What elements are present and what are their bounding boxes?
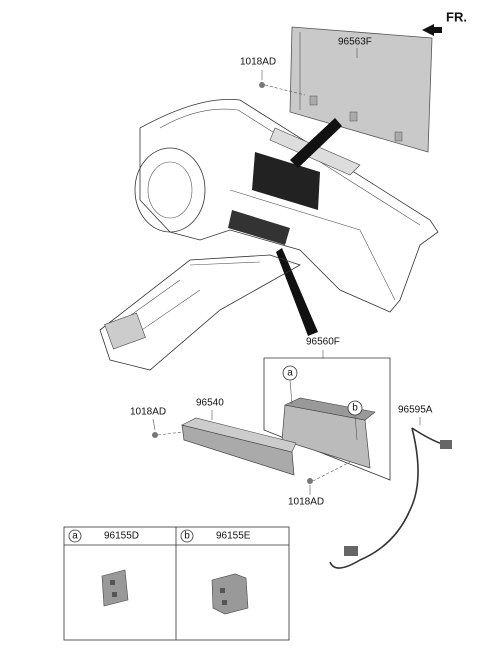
part-label: 96540 [196, 398, 224, 409]
leader-line [152, 418, 156, 431]
panel-bracket [309, 95, 318, 106]
display-panel [289, 26, 433, 153]
assembly-box [263, 357, 391, 481]
pointer-arrow [290, 118, 342, 168]
steering-wheel [134, 147, 206, 233]
panel-bracket [394, 131, 403, 142]
part-label: 1018AD [130, 407, 166, 418]
table-part: 96155E [216, 531, 251, 542]
panel-bracket [349, 111, 358, 122]
pointer-arrow [276, 248, 318, 336]
part-label: 96595A [398, 405, 433, 416]
part-label: 1018AD [288, 497, 324, 508]
part-label: 96563F [338, 37, 372, 48]
bracket-hole [222, 600, 227, 605]
front-arrow [422, 24, 442, 36]
direction-label: FR. [446, 9, 467, 24]
callout-label: a [287, 368, 293, 379]
leader-line [354, 414, 358, 441]
bracket-a [101, 569, 129, 607]
callout-circle [68, 529, 82, 543]
legend-table [63, 526, 290, 641]
console [99, 254, 301, 371]
connector [344, 546, 358, 556]
table-part: 96155D [104, 531, 139, 542]
display-unit [252, 152, 320, 210]
center-unit [228, 210, 290, 245]
bracket-b [211, 573, 249, 615]
dash-line [312, 461, 351, 482]
part-label: 1018AD [240, 57, 276, 68]
screw [259, 82, 265, 88]
leader-line [289, 379, 293, 405]
steering-wheel [147, 161, 193, 219]
dashboard [139, 99, 439, 313]
screw [152, 432, 158, 438]
rear-vent [104, 312, 146, 350]
dashboard-line [159, 108, 421, 226]
dash-line [264, 84, 306, 96]
switch-panel-top [181, 417, 297, 453]
table-key: a [72, 531, 78, 542]
screw [307, 478, 313, 484]
table-key: b [184, 531, 190, 542]
callout-circle [180, 529, 194, 543]
bracket-hole [220, 588, 225, 593]
dash-line [157, 431, 183, 436]
connector [440, 440, 452, 449]
bracket-hole [110, 580, 115, 585]
dashboard-line [229, 189, 396, 301]
part-label: 96560F [306, 337, 340, 348]
bracket-hole [112, 592, 117, 597]
callout-label: b [352, 403, 358, 414]
